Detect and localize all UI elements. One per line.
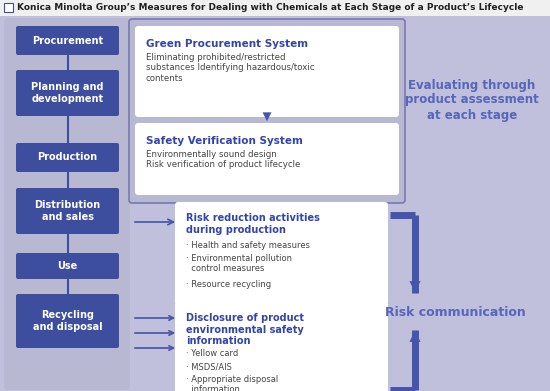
FancyBboxPatch shape <box>175 302 388 391</box>
Text: · Appropriate disposal
  information: · Appropriate disposal information <box>186 375 278 391</box>
Text: Evaluating through
product assessment
at each stage: Evaluating through product assessment at… <box>405 79 539 122</box>
Text: · Resource recycling: · Resource recycling <box>186 280 271 289</box>
Bar <box>0 0 550 16</box>
Text: · MSDS/AIS: · MSDS/AIS <box>186 362 232 371</box>
FancyBboxPatch shape <box>129 19 405 203</box>
FancyBboxPatch shape <box>16 70 119 116</box>
Text: Distribution
and sales: Distribution and sales <box>35 200 101 222</box>
FancyBboxPatch shape <box>16 253 119 279</box>
FancyBboxPatch shape <box>135 123 399 195</box>
Text: Recycling
and disposal: Recycling and disposal <box>32 310 102 332</box>
Bar <box>4 3 13 12</box>
Text: Safety Verification System: Safety Verification System <box>146 136 303 146</box>
Text: Use: Use <box>57 261 78 271</box>
Text: · Yellow card: · Yellow card <box>186 349 238 358</box>
FancyBboxPatch shape <box>135 26 399 117</box>
Text: · Environmental pollution
  control measures: · Environmental pollution control measur… <box>186 254 292 273</box>
Text: Planning and
development: Planning and development <box>31 82 104 104</box>
Text: Production: Production <box>37 152 97 163</box>
Text: Environmentally sound design
Risk verification of product lifecycle: Environmentally sound design Risk verifi… <box>146 150 300 169</box>
FancyBboxPatch shape <box>16 26 119 55</box>
Text: Risk reduction activities
during production: Risk reduction activities during product… <box>186 213 320 235</box>
Text: · Health and safety measures: · Health and safety measures <box>186 241 310 250</box>
Text: Eliminating prohibited/restricted
substances Identifying hazardous/toxic
content: Eliminating prohibited/restricted substa… <box>146 53 315 83</box>
Text: Risk communication: Risk communication <box>384 305 525 319</box>
FancyBboxPatch shape <box>175 202 388 305</box>
Text: Green Procurement System: Green Procurement System <box>146 39 308 49</box>
FancyBboxPatch shape <box>16 143 119 172</box>
FancyBboxPatch shape <box>4 18 130 390</box>
FancyBboxPatch shape <box>16 294 119 348</box>
Text: Disclosure of product
environmental safety
information: Disclosure of product environmental safe… <box>186 313 304 346</box>
Text: Konica Minolta Group’s Measures for Dealing with Chemicals at Each Stage of a Pr: Konica Minolta Group’s Measures for Deal… <box>17 4 524 13</box>
Text: Procurement: Procurement <box>32 36 103 45</box>
FancyBboxPatch shape <box>16 188 119 234</box>
